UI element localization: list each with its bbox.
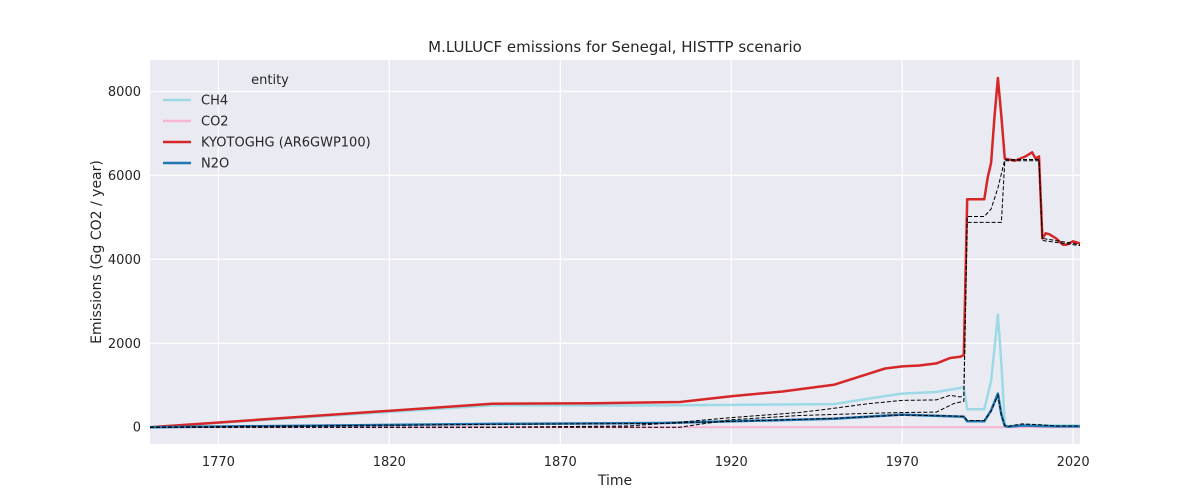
y-tick-label: 6000 <box>108 169 141 184</box>
plot-background <box>150 60 1080 444</box>
legend-label-ch4: CH4 <box>201 94 228 109</box>
y-tick-label: 8000 <box>108 85 141 100</box>
x-tick-label: 1920 <box>715 455 748 470</box>
chart-title: M.LULUCF emissions for Senegal, HISTTP s… <box>428 38 802 56</box>
x-tick-label: 1870 <box>544 455 577 470</box>
x-axis-ticks: 1770 1820 1870 1920 1970 2020 <box>202 455 1090 470</box>
y-tick-label: 0 <box>133 421 141 436</box>
legend: entity CH4 CO2 KYOTOGHG (AR6GWP100) N2O <box>163 73 371 172</box>
legend-label-kyotoghg: KYOTOGHG (AR6GWP100) <box>201 136 371 151</box>
reference-dashed-line <box>150 160 1081 428</box>
y-tick-label: 4000 <box>108 253 141 268</box>
x-tick-label: 2020 <box>1057 455 1090 470</box>
x-tick-label: 1970 <box>886 455 919 470</box>
legend-label-co2: CO2 <box>201 115 229 130</box>
reference-dashed-line <box>150 159 1081 428</box>
series-line-kyotoghg <box>149 76 1081 429</box>
series-layer <box>149 76 1081 429</box>
reference-dashed-line <box>149 393 1080 428</box>
legend-title: entity <box>251 73 289 88</box>
x-axis-label: Time <box>597 473 632 489</box>
x-tick-label: 1820 <box>373 455 406 470</box>
y-axis-label: Emissions (Gg CO2 / year) <box>89 160 105 344</box>
y-axis-ticks: 0 2000 4000 6000 8000 <box>108 85 141 436</box>
legend-label-n2o: N2O <box>201 157 229 172</box>
x-tick-label: 1770 <box>202 455 235 470</box>
y-tick-label: 2000 <box>108 337 141 352</box>
